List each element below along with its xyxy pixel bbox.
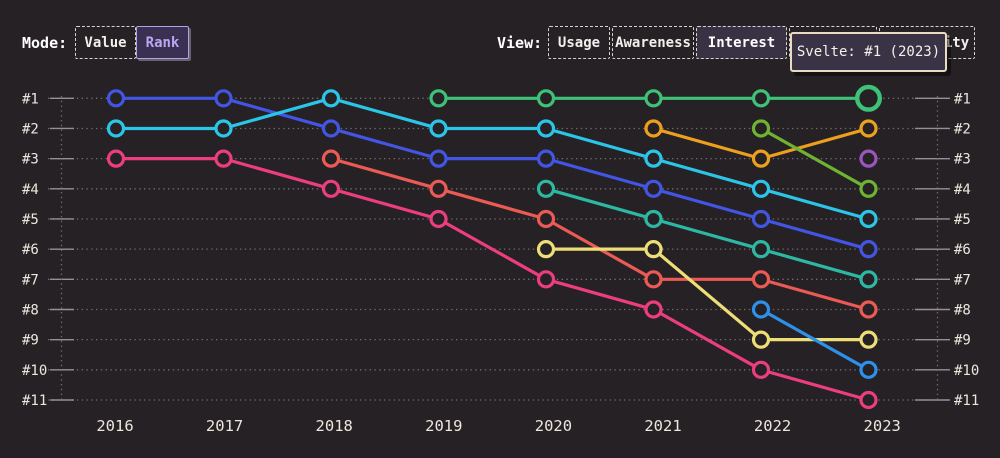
- data-point[interactable]: [106, 149, 126, 168]
- rank-axis-label-right: #6: [954, 242, 971, 258]
- rank-axis-label-left: #7: [22, 272, 39, 288]
- data-point[interactable]: [644, 240, 663, 259]
- data-point[interactable]: [751, 270, 771, 289]
- data-point[interactable]: [751, 119, 771, 138]
- rank-axis-label-left: #10: [22, 363, 47, 379]
- series-line-lime: [759, 126, 871, 191]
- data-point[interactable]: [429, 149, 448, 168]
- data-point[interactable]: [321, 89, 341, 108]
- data-point[interactable]: [214, 119, 233, 138]
- rank-axis-label-right: #8: [954, 302, 971, 318]
- rank-axis-label-right: #3: [954, 152, 971, 168]
- data-point[interactable]: [644, 89, 663, 108]
- view-awareness-button[interactable]: Awareness: [612, 26, 694, 59]
- view-interest-button[interactable]: Interest: [696, 26, 787, 59]
- year-axis-label: 2022: [754, 417, 791, 435]
- data-point[interactable]: [536, 240, 556, 259]
- year-axis-label: 2016: [96, 417, 133, 435]
- data-point[interactable]: [536, 89, 556, 108]
- series-line-blue: [114, 96, 871, 251]
- data-point[interactable]: [536, 209, 556, 229]
- highlighted-data-point[interactable]: [855, 84, 883, 112]
- data-point[interactable]: [859, 390, 878, 410]
- view-label: View:: [497, 34, 543, 52]
- data-point[interactable]: [859, 240, 878, 259]
- series-line-cyan: [114, 96, 871, 221]
- rank-axis-label-left: #4: [22, 182, 39, 198]
- rank-axis-label-right: #11: [954, 393, 979, 409]
- view-usage-button[interactable]: Usage: [548, 26, 610, 59]
- data-point[interactable]: [644, 209, 663, 229]
- series-line-pink: [114, 157, 871, 402]
- rank-axis-label-left: #9: [22, 333, 39, 349]
- mode-label: Mode:: [22, 34, 68, 52]
- rank-axis-label-left: #6: [22, 242, 39, 258]
- data-point[interactable]: [859, 330, 878, 349]
- data-point[interactable]: [644, 179, 663, 198]
- data-point[interactable]: [536, 270, 556, 289]
- data-point[interactable]: [106, 89, 126, 108]
- data-point[interactable]: [321, 179, 341, 198]
- data-point[interactable]: [859, 149, 878, 168]
- year-axis-label: 2020: [535, 417, 572, 435]
- rank-axis-label-left: #2: [22, 121, 39, 137]
- rank-axis-label-right: #9: [954, 333, 971, 349]
- data-point[interactable]: [644, 270, 663, 289]
- mode-rank-button[interactable]: Rank: [136, 26, 189, 59]
- data-point[interactable]: [429, 179, 448, 198]
- rank-axis-label-right: #4: [954, 182, 971, 198]
- data-point[interactable]: [751, 179, 771, 198]
- year-axis-label: 2019: [425, 417, 462, 435]
- data-point[interactable]: [751, 209, 771, 229]
- rank-axis-label-left: #8: [22, 302, 39, 318]
- data-point[interactable]: [751, 360, 771, 379]
- data-point[interactable]: [751, 300, 771, 319]
- data-point[interactable]: [859, 209, 878, 229]
- year-axis-label: 2023: [864, 417, 901, 435]
- data-point[interactable]: [536, 149, 556, 168]
- data-point[interactable]: [321, 119, 341, 138]
- data-point[interactable]: [644, 149, 663, 168]
- data-point[interactable]: [859, 270, 878, 289]
- data-point[interactable]: [859, 179, 878, 198]
- rank-axis-label-right: #10: [954, 363, 979, 379]
- data-point[interactable]: [536, 179, 556, 198]
- series-line-sky: [759, 307, 871, 372]
- data-point[interactable]: [751, 240, 771, 259]
- data-point[interactable]: [859, 119, 878, 138]
- year-axis-label: 2017: [206, 417, 243, 435]
- data-point[interactable]: [859, 300, 878, 319]
- rank-axis-label-left: #5: [22, 212, 39, 228]
- rank-axis-label-left: #3: [22, 152, 39, 168]
- data-point[interactable]: [751, 89, 771, 108]
- data-point[interactable]: [214, 89, 233, 108]
- rank-axis-label-left: #11: [22, 393, 47, 409]
- data-point[interactable]: [106, 119, 126, 138]
- rank-axis-label-left: #1: [22, 91, 39, 107]
- data-point[interactable]: [321, 149, 341, 168]
- series-line-salmon: [329, 157, 871, 312]
- data-point[interactable]: [644, 119, 663, 138]
- mode-value-button[interactable]: Value: [75, 26, 136, 59]
- chart-tooltip: Svelte: #1 (2023): [790, 32, 947, 72]
- series-line-teal: [544, 187, 871, 281]
- rank-axis-label-right: #5: [954, 212, 971, 228]
- year-axis-label: 2021: [644, 417, 681, 435]
- data-point[interactable]: [536, 119, 556, 138]
- rank-axis-label-right: #1: [954, 91, 971, 107]
- data-point[interactable]: [751, 330, 771, 349]
- data-point[interactable]: [859, 360, 878, 379]
- year-axis-label: 2018: [316, 417, 353, 435]
- data-point[interactable]: [429, 89, 448, 108]
- data-point[interactable]: [644, 300, 663, 319]
- data-point[interactable]: [429, 209, 448, 229]
- rank-axis-label-right: #2: [954, 121, 971, 137]
- data-point[interactable]: [429, 119, 448, 138]
- chart-tooltip-text: Svelte: #1 (2023): [796, 44, 941, 60]
- rank-axis-label-right: #7: [954, 272, 971, 288]
- data-point[interactable]: [751, 149, 771, 168]
- data-point[interactable]: [214, 149, 233, 168]
